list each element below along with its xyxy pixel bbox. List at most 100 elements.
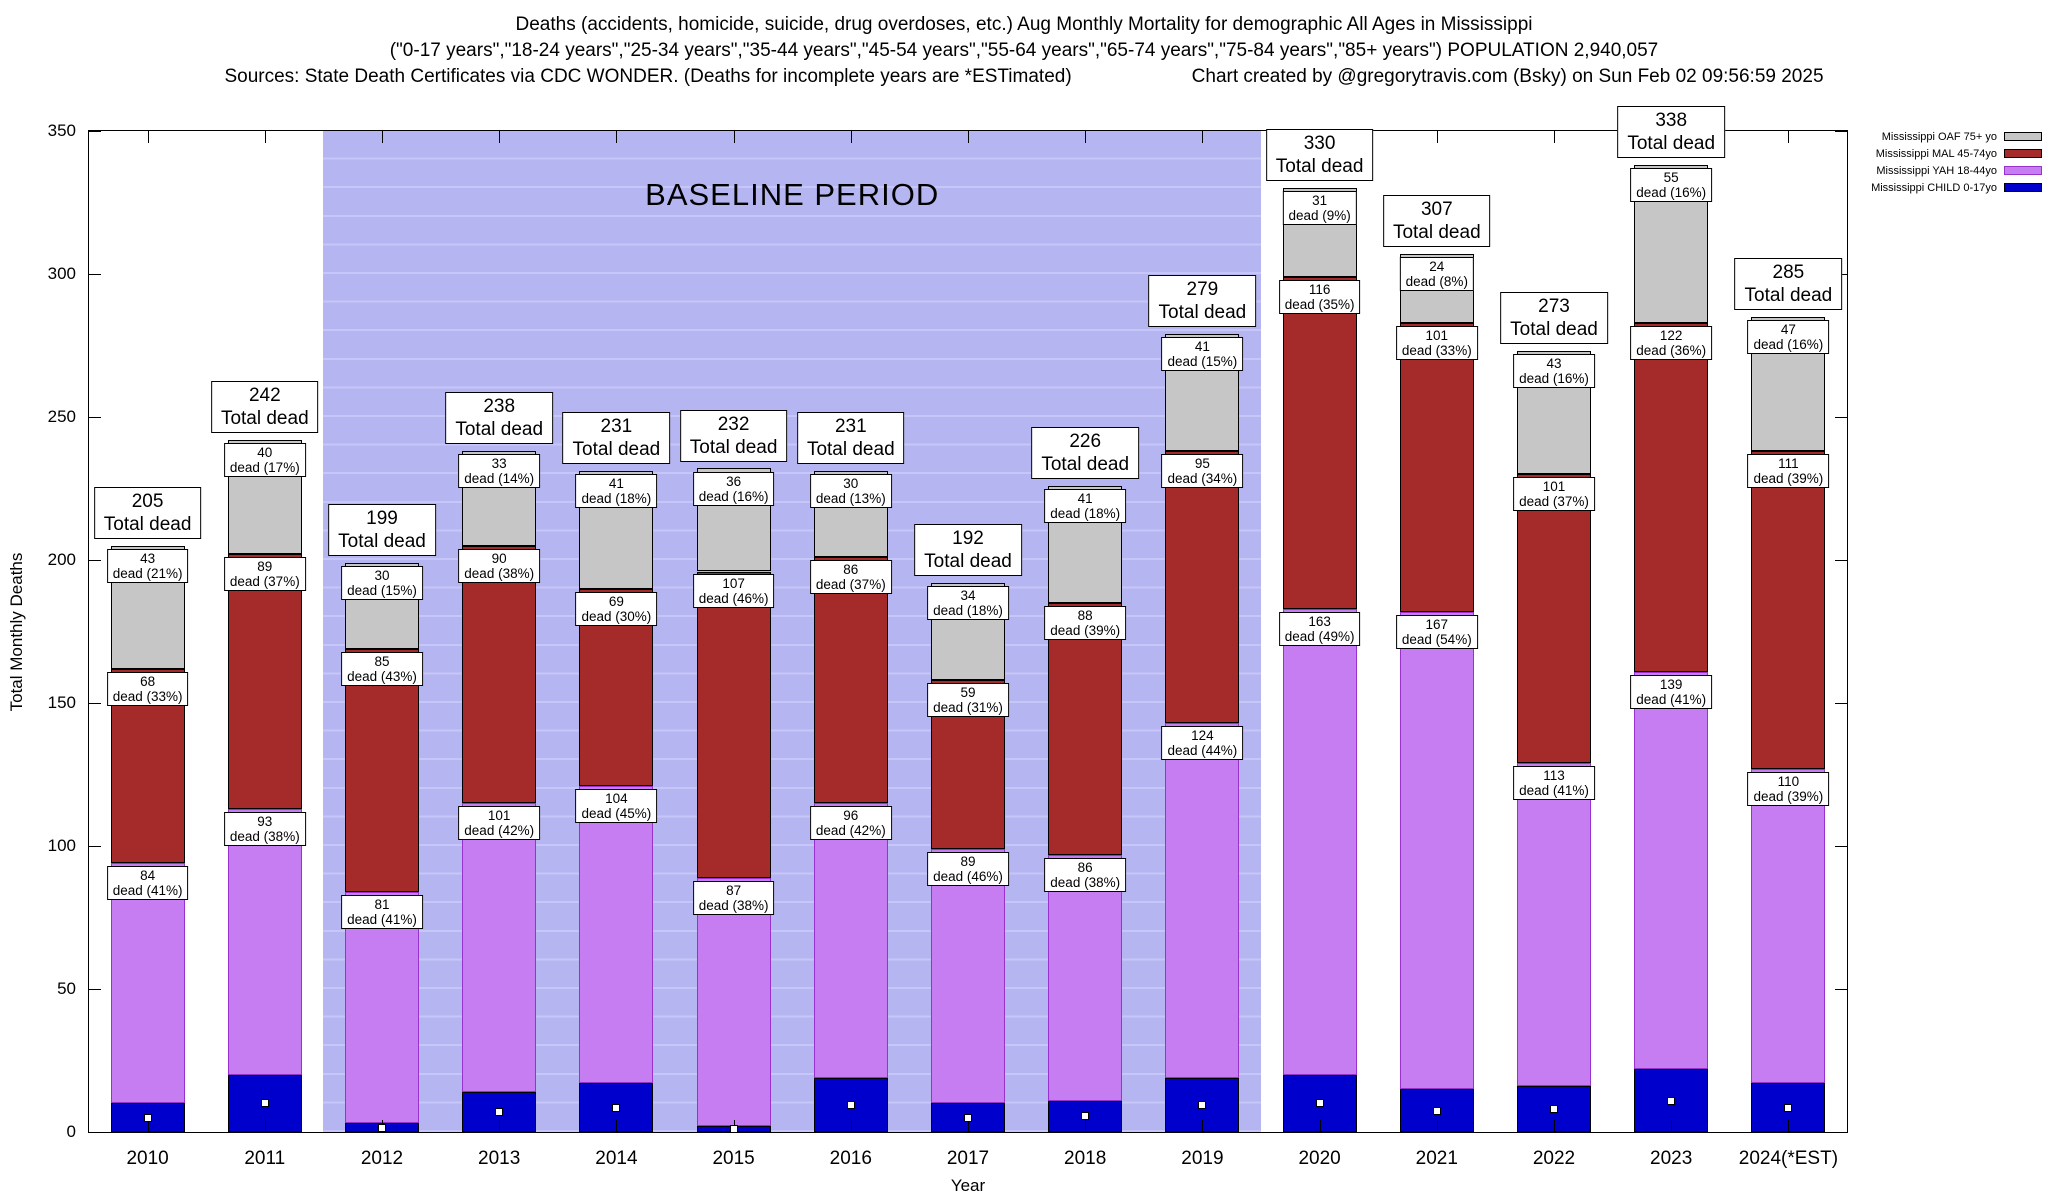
baseline-period-label: BASELINE PERIOD xyxy=(645,177,940,212)
y-axis-tick xyxy=(89,703,101,704)
segment-value: 55 xyxy=(1663,170,1679,186)
x-axis-tick xyxy=(264,1120,266,1132)
segment-sublabel: dead (42%) xyxy=(464,823,535,839)
total-value: 205 xyxy=(131,490,164,512)
segment-label: 89 dead (37%) xyxy=(223,557,306,592)
total-label: 279 Total dead xyxy=(1148,275,1257,328)
total-value: 307 xyxy=(1420,199,1453,220)
y-axis-tick xyxy=(89,989,101,990)
segment-value: 30 xyxy=(374,567,390,583)
year-tick-label: 2020 xyxy=(1298,1148,1341,1169)
legend-swatch xyxy=(2004,132,2042,141)
segment-sublabel: dead (41%) xyxy=(347,911,417,927)
segment-value: 89 xyxy=(960,853,976,869)
segment-label: 34 dead (18%) xyxy=(927,585,1009,620)
segment-value: 41 xyxy=(608,476,624,492)
chart-header: Deaths (accidents, homicide, suicide, dr… xyxy=(0,12,2048,90)
year-tick-label: 2012 xyxy=(360,1148,404,1169)
total-label: 232 Total dead xyxy=(679,409,788,462)
segment-sublabel: dead (46%) xyxy=(698,591,769,607)
segment-label: 167 dead (54%) xyxy=(1395,614,1478,649)
segment-value: 84 xyxy=(140,868,156,884)
segment-value: 122 xyxy=(1659,327,1683,343)
total-label: 285 Total dead xyxy=(1734,257,1843,310)
legend-item-label: Mississippi MAL 45-74yo xyxy=(1875,147,1997,160)
child-count-marker xyxy=(1550,1105,1558,1114)
segment-sublabel: dead (14%) xyxy=(464,471,535,487)
chart-credit-note: Chart created by @gregorytravis.com (Bsk… xyxy=(1191,66,1824,87)
x-axis-tick xyxy=(850,131,852,143)
y-tick-label: 100 xyxy=(47,836,76,855)
bar-segment-yah xyxy=(579,786,654,1084)
y-tick-label: 150 xyxy=(47,693,76,712)
segment-label: 101 dead (37%) xyxy=(1513,477,1595,512)
segment-label: 59 dead (31%) xyxy=(927,683,1009,718)
segment-label: 43 dead (16%) xyxy=(1513,354,1595,389)
segment-sublabel: dead (34%) xyxy=(1167,471,1238,487)
total-suffix: Total dead xyxy=(1275,156,1364,178)
segment-sublabel: dead (41%) xyxy=(1519,783,1589,799)
total-suffix: Total dead xyxy=(220,407,309,429)
x-axis-tick xyxy=(1554,1120,1555,1132)
segment-label: 36 dead (16%) xyxy=(692,471,775,506)
bar-segment-yah xyxy=(345,891,419,1124)
x-axis-tick xyxy=(264,131,266,143)
total-value: 273 xyxy=(1538,296,1570,318)
bar-segment-yah xyxy=(1282,608,1357,1075)
child-count-marker xyxy=(729,1125,738,1134)
segment-sublabel: dead (15%) xyxy=(347,582,417,598)
segment-value: 34 xyxy=(960,587,976,603)
bar-segment-yah xyxy=(1751,768,1826,1084)
bar-segment-yah xyxy=(696,877,771,1127)
legend: Mississippi OAF 75+ yo Mississippi MAL 45… xyxy=(1871,128,2042,196)
segment-label: 116 dead (35%) xyxy=(1278,279,1361,314)
segment-value: 31 xyxy=(1312,193,1328,209)
child-count-marker xyxy=(1081,1112,1090,1121)
bar-segment-yah xyxy=(227,808,302,1075)
segment-label: 110 dead (39%) xyxy=(1747,771,1830,806)
segment-value: 124 xyxy=(1191,728,1214,743)
child-count-marker xyxy=(495,1108,504,1116)
bar-segment-mal xyxy=(696,571,771,878)
chart-title-line1: Deaths (accidents, homicide, suicide, dr… xyxy=(515,14,1533,35)
child-count-marker xyxy=(1667,1096,1676,1105)
segment-value: 36 xyxy=(726,473,742,489)
bar-segment-yah xyxy=(931,848,1005,1104)
bar-segment-mal xyxy=(1165,451,1240,723)
segment-sublabel: dead (16%) xyxy=(1753,336,1824,352)
total-value: 338 xyxy=(1655,110,1688,132)
year-tick-label: 2023 xyxy=(1650,1148,1693,1169)
child-count-marker xyxy=(1198,1100,1207,1109)
bar-segment-mal xyxy=(813,557,888,804)
year-tick-label: 2015 xyxy=(712,1148,755,1169)
segment-label: 96 dead (42%) xyxy=(809,806,892,841)
segment-sublabel: dead (13%) xyxy=(815,491,886,507)
segment-sublabel: dead (37%) xyxy=(1519,494,1589,510)
x-axis-title: Year xyxy=(950,1176,986,1195)
y-axis-tick xyxy=(89,417,101,418)
segment-sublabel: dead (38%) xyxy=(464,565,535,581)
x-axis-tick xyxy=(968,131,969,143)
total-value: 232 xyxy=(717,413,750,435)
segment-sublabel: dead (39%) xyxy=(1050,622,1121,638)
segment-label: 81 dead (41%) xyxy=(341,894,423,929)
segment-value: 163 xyxy=(1308,613,1331,629)
segment-value: 24 xyxy=(1429,259,1445,274)
bar-segment-yah xyxy=(1517,763,1591,1087)
total-value: 231 xyxy=(600,416,633,438)
total-suffix: Total dead xyxy=(1041,453,1130,475)
child-count-marker xyxy=(260,1099,269,1108)
y-tick-label: 350 xyxy=(47,121,76,140)
total-value: 279 xyxy=(1186,279,1219,301)
total-label: 226 Total dead xyxy=(1031,426,1140,479)
y-axis-tick xyxy=(1835,703,1847,704)
total-suffix: Total dead xyxy=(924,550,1012,572)
legend-swatch xyxy=(2004,166,2042,175)
segment-sublabel: dead (45%) xyxy=(581,805,652,821)
year-tick-label: 2011 xyxy=(244,1148,286,1169)
x-axis-tick xyxy=(1202,131,1204,143)
segment-sublabel: dead (8%) xyxy=(1405,274,1468,289)
segment-label: 163 dead (49%) xyxy=(1278,611,1361,646)
segment-label: 111 dead (39%) xyxy=(1747,454,1830,489)
